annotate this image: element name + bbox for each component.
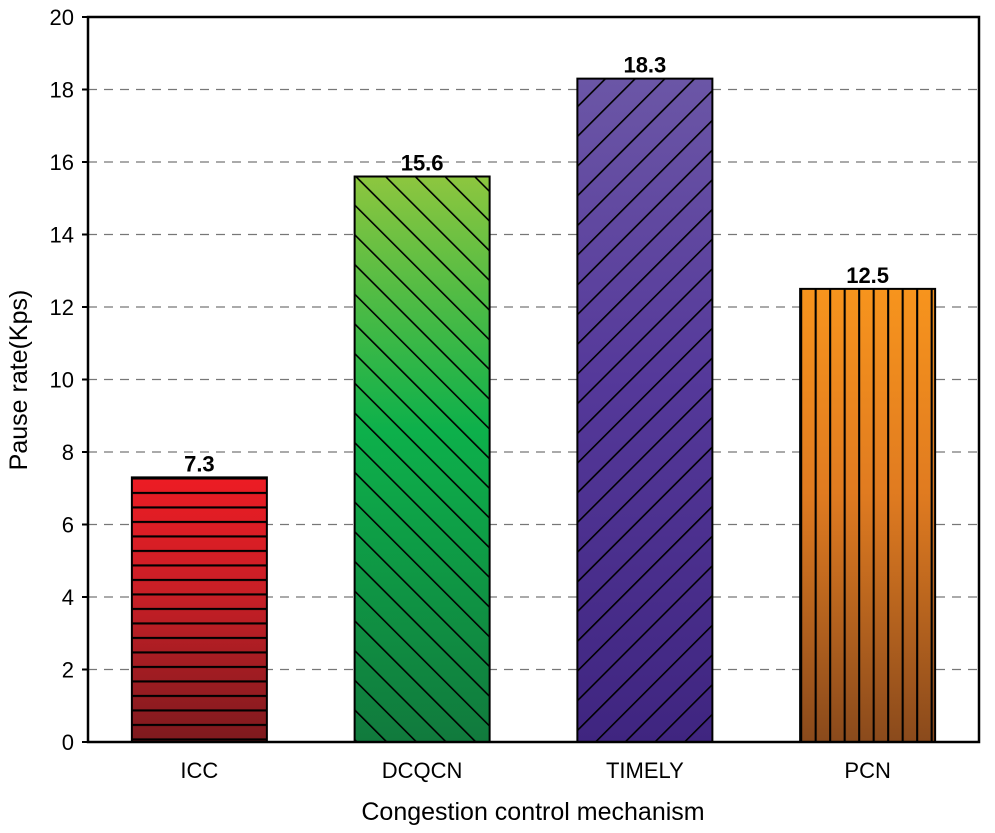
x-axis-label: Congestion control mechanism bbox=[361, 798, 704, 826]
data-label: 15.6 bbox=[401, 151, 444, 176]
y-tick-label: 18 bbox=[50, 78, 74, 103]
y-tick-label: 8 bbox=[62, 440, 74, 465]
bar-hatch bbox=[353, 175, 491, 743]
x-tick-label: ICC bbox=[180, 758, 218, 783]
x-tick-label: TIMELY bbox=[606, 758, 684, 783]
y-tick-label: 20 bbox=[50, 5, 74, 30]
y-tick-label: 16 bbox=[50, 150, 74, 175]
y-tick-label: 14 bbox=[50, 223, 74, 248]
x-tick-label: PCN bbox=[844, 758, 890, 783]
x-tick-label: DCQCN bbox=[382, 758, 463, 783]
bar-hatch bbox=[576, 77, 714, 743]
data-label: 12.5 bbox=[846, 263, 889, 288]
y-tick-label: 6 bbox=[62, 513, 74, 538]
y-tick-label: 4 bbox=[62, 585, 74, 610]
y-axis-label: Pause rate(Kps) bbox=[5, 290, 33, 471]
y-tick-label: 2 bbox=[62, 658, 74, 683]
bar-hatch bbox=[799, 287, 937, 743]
y-tick-label: 10 bbox=[50, 368, 74, 393]
bar-hatch bbox=[130, 476, 268, 743]
data-label: 7.3 bbox=[184, 451, 215, 476]
y-tick-label: 0 bbox=[62, 730, 74, 755]
y-tick-label: 12 bbox=[50, 295, 74, 320]
data-label: 18.3 bbox=[623, 53, 666, 78]
